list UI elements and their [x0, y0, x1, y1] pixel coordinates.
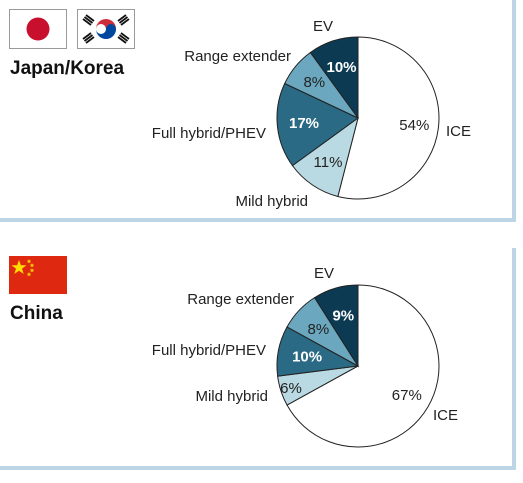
- panel-shadow-bottom: [0, 466, 516, 470]
- pct-label-mild-hybrid: 11%: [314, 154, 343, 171]
- pie-slice-ice: [286, 284, 440, 448]
- japan-korea-panel: Japan/Korea 54% ICE 11% Mild hybrid 17% Full …: [0, 0, 516, 222]
- china-panel: China 67% ICE 6% Mild hybrid 10% Full hybrid/…: [0, 248, 516, 470]
- pct-label-ice: 54%: [399, 117, 429, 134]
- pie-slice-full-hybrid-phev: [276, 82, 359, 167]
- panel-shadow-right: [512, 0, 516, 222]
- category-label-mild-hybrid: Mild hybrid: [235, 193, 308, 210]
- region-title-japan-korea: Japan/Korea: [10, 58, 125, 79]
- pct-label-ev: 10%: [326, 59, 356, 76]
- category-label-ice: ICE: [446, 123, 471, 140]
- category-label-ev: EV: [313, 18, 333, 35]
- category-label-ice: ICE: [433, 407, 458, 424]
- pie-chart-china: 67% ICE 6% Mild hybrid 10% Full hybrid/PHEV 8%…: [152, 265, 458, 448]
- pct-label-range-extender: 8%: [303, 74, 325, 91]
- pie-slice-ev: [309, 36, 359, 120]
- pie-slice-ev: [313, 284, 359, 368]
- pct-label-mild-hybrid: 6%: [280, 380, 302, 397]
- pie-slice-ice: [337, 36, 440, 200]
- region-title-china: China: [10, 303, 63, 324]
- panel-shadow-right: [512, 248, 516, 470]
- category-label-mild-hybrid: Mild hybrid: [195, 388, 268, 405]
- category-label-range-extender: Range extender: [184, 48, 291, 65]
- panel-shadow-bottom: [0, 218, 516, 222]
- japan-flag-icon: [9, 9, 67, 49]
- pct-label-full-hybrid-phev: 17%: [289, 115, 319, 132]
- category-label-range-extender: Range extender: [187, 291, 294, 308]
- pie-chart-japan-korea: 54% ICE 11% Mild hybrid 17% Full hybrid/PHEV 8…: [152, 18, 471, 210]
- pct-label-ev: 9%: [332, 307, 354, 324]
- category-label-full-hybrid-phev: Full hybrid/PHEV: [152, 342, 266, 359]
- pct-label-ice: 67%: [392, 387, 422, 404]
- category-label-ev: EV: [314, 265, 334, 282]
- category-label-full-hybrid-phev: Full hybrid/PHEV: [152, 125, 266, 142]
- korea-flag-icon: [77, 9, 135, 49]
- pct-label-range-extender: 8%: [308, 321, 330, 338]
- china-flag-icon: [9, 256, 67, 294]
- pct-label-full-hybrid-phev: 10%: [292, 348, 322, 365]
